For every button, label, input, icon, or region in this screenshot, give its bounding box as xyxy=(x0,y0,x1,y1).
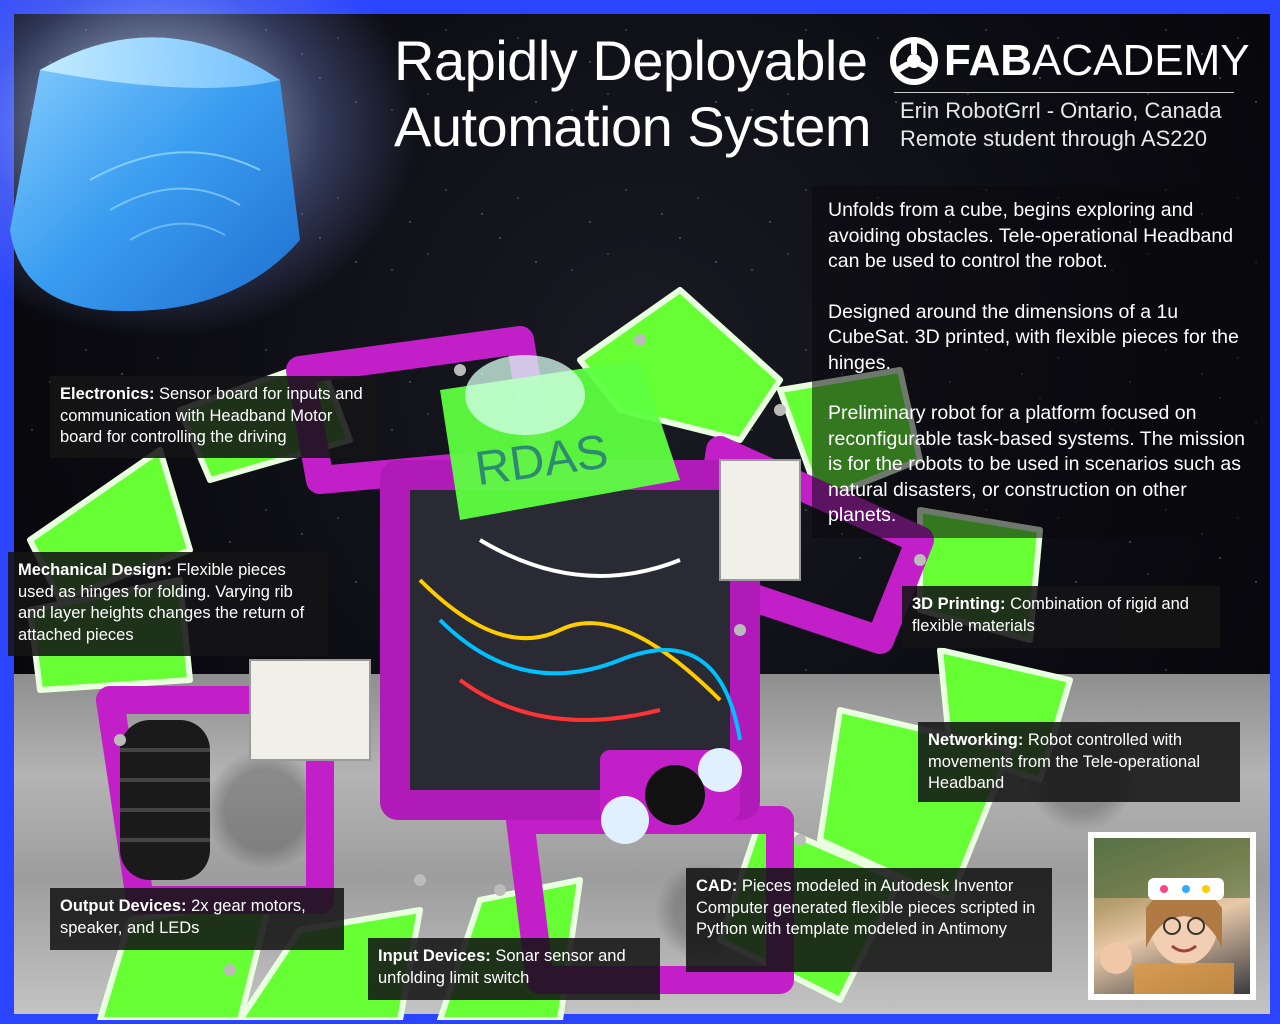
fab-academy-wordmark: FABACADEMY xyxy=(944,36,1250,86)
callout-cad: CAD: Pieces modeled in Autodesk Inventor… xyxy=(686,868,1052,972)
title-line-2: Automation System xyxy=(394,95,872,158)
logo-academy: ACADEMY xyxy=(1032,36,1250,85)
callout-networking-label: Networking: xyxy=(928,731,1024,749)
callout-cad-text: Pieces modeled in Autodesk Inventor Comp… xyxy=(696,877,1036,938)
callout-networking: Networking: Robot controlled with moveme… xyxy=(918,722,1240,802)
callout-output-text: 2x gear motors, speaker, and LEDs xyxy=(60,897,306,937)
description-paragraph-3: Preliminary robot for a platform focused… xyxy=(828,402,1245,526)
author-photo-image xyxy=(1094,838,1250,994)
logo-divider xyxy=(894,92,1234,93)
fab-academy-logo-icon xyxy=(890,37,938,85)
callout-input-label: Input Devices: xyxy=(378,947,491,965)
logo-fab: FAB xyxy=(944,36,1032,85)
callout-mechanical-label: Mechanical Design: xyxy=(18,561,173,579)
author-line-1: Erin RobotGrrl - Ontario, Canada xyxy=(900,98,1222,123)
callout-output-devices: Output Devices: 2x gear motors, speaker,… xyxy=(50,888,344,950)
callout-3d-printing: 3D Printing: Combination of rigid and fl… xyxy=(902,586,1220,648)
fab-academy-logo: FABACADEMY xyxy=(890,36,1250,86)
description-paragraph-2: Designed around the dimensions of a 1u C… xyxy=(828,300,1239,374)
callout-mechanical-design: Mechanical Design: Flexible pieces used … xyxy=(8,552,328,656)
callout-input-text: Sonar sensor and unfolding limit switch xyxy=(378,947,626,987)
callout-mechanical-text: Flexible pieces used as hinges for foldi… xyxy=(18,561,305,644)
author-photo xyxy=(1088,832,1256,1000)
callout-printing-text: Combination of rigid and flexible materi… xyxy=(912,595,1189,635)
callout-electronics-text: Sensor board for inputs and communicatio… xyxy=(60,385,363,446)
project-description: Unfolds from a cube, begins exploring an… xyxy=(828,198,1248,554)
callout-electronics: Electronics: Sensor board for inputs and… xyxy=(50,376,378,458)
blue-cylinder-illustration xyxy=(10,37,300,312)
description-panel xyxy=(812,186,1260,538)
callout-printing-label: 3D Printing: xyxy=(912,595,1006,613)
callout-input-devices: Input Devices: Sonar sensor and unfoldin… xyxy=(368,938,660,1000)
callout-networking-text: Robot controlled with movements from the… xyxy=(928,731,1201,792)
poster-title: Rapidly Deployable Automation System xyxy=(394,28,872,160)
author-info: Erin RobotGrrl - Ontario, Canada Remote … xyxy=(900,97,1222,153)
title-line-1: Rapidly Deployable xyxy=(394,29,868,92)
description-paragraph-1: Unfolds from a cube, begins exploring an… xyxy=(828,199,1234,272)
callout-electronics-label: Electronics: xyxy=(60,385,155,403)
callout-cad-label: CAD: xyxy=(696,877,738,895)
callout-output-label: Output Devices: xyxy=(60,897,187,915)
person-portrait-icon xyxy=(1094,838,1250,994)
author-line-2: Remote student through AS220 xyxy=(900,126,1207,151)
